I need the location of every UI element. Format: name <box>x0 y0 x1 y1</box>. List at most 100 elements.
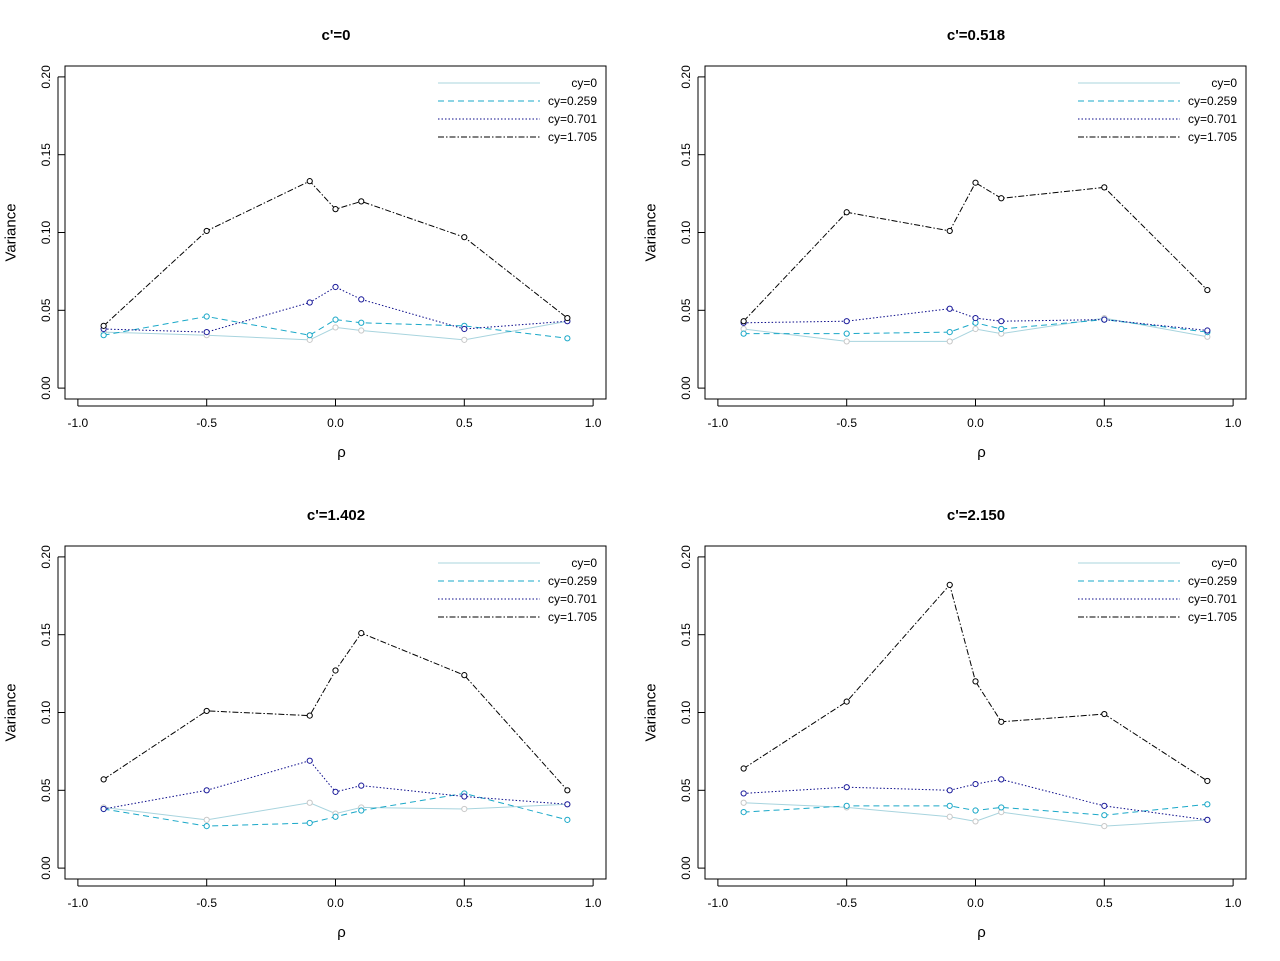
data-point <box>306 178 313 185</box>
data-point <box>946 787 953 794</box>
y-tick-label: 0.15 <box>679 623 693 647</box>
data-point <box>972 314 979 322</box>
series-line-1 <box>103 792 568 827</box>
data-point <box>1204 816 1211 823</box>
y-tick-label: 0.05 <box>39 778 53 802</box>
legend-label: cy=0 <box>571 556 597 570</box>
legend-label: cy=0.701 <box>1188 112 1237 126</box>
legend-label: cy=0.259 <box>1188 94 1237 108</box>
series-line-2 <box>103 760 568 810</box>
data-point <box>203 707 210 715</box>
x-tick-label: 0.5 <box>1096 416 1113 430</box>
y-tick-label: 0.10 <box>679 700 693 724</box>
data-point <box>203 328 210 336</box>
series-line-3 <box>743 181 1208 322</box>
x-tick-label: 0.0 <box>967 896 984 910</box>
series-line-0 <box>103 320 568 341</box>
y-tick-label: 0.05 <box>39 298 53 322</box>
data-point <box>843 698 850 705</box>
y-tick-label: 0.00 <box>39 856 53 880</box>
x-axis-label: ρ <box>337 444 346 461</box>
data-point <box>998 325 1005 333</box>
data-point <box>1204 777 1211 785</box>
y-tick-label: 0.10 <box>39 700 53 724</box>
data-point <box>740 330 747 337</box>
data-point <box>306 757 313 764</box>
x-axis-label: ρ <box>977 444 986 461</box>
x-axis-label: ρ <box>337 924 346 941</box>
y-tick-label: 0.10 <box>679 220 693 244</box>
x-tick-label: -1.0 <box>708 416 729 430</box>
y-tick-label: 0.20 <box>679 65 693 89</box>
x-tick-label: -1.0 <box>708 896 729 910</box>
data-point <box>1204 801 1211 808</box>
x-tick-label: 0.5 <box>1096 896 1113 910</box>
data-point <box>358 807 365 814</box>
data-point <box>998 195 1005 202</box>
x-tick-label: 1.0 <box>585 896 602 910</box>
data-point <box>1204 327 1211 334</box>
y-axis-label: Variance <box>643 203 660 261</box>
plot-frame <box>704 545 1247 880</box>
legend-label: cy=0 <box>1211 556 1237 570</box>
y-tick-label: 0.15 <box>679 143 693 167</box>
y-tick-label: 0.05 <box>679 778 693 802</box>
data-point <box>461 793 468 800</box>
data-point <box>946 328 953 336</box>
x-tick-label: -0.5 <box>196 416 217 430</box>
data-point <box>972 325 979 333</box>
x-tick-label: 0.0 <box>327 416 344 430</box>
data-point <box>1101 316 1108 323</box>
data-point <box>1101 802 1108 809</box>
data-point <box>203 787 210 794</box>
data-point <box>740 318 747 325</box>
data-point <box>332 788 339 795</box>
y-tick-label: 0.20 <box>679 545 693 569</box>
plot-frame <box>64 545 607 880</box>
data-point <box>946 227 953 235</box>
legend-label: cy=1.705 <box>548 130 597 144</box>
data-point <box>740 808 747 816</box>
y-tick-label: 0.00 <box>39 376 53 400</box>
data-point <box>358 319 365 326</box>
data-point <box>1101 184 1108 191</box>
data-point <box>1101 812 1108 819</box>
data-point <box>972 678 979 685</box>
chart-panel-2: c'=0.518 -1.0 -0.5 0.0 0.5 1.0 0.00 0.05 0.10 0.1… <box>643 27 1247 461</box>
data-point <box>1204 286 1211 294</box>
legend-label: cy=0.259 <box>548 94 597 108</box>
data-point <box>203 313 210 320</box>
data-point <box>100 776 107 783</box>
x-tick-label: -1.0 <box>68 896 89 910</box>
data-point <box>1101 710 1108 718</box>
legend-label: cy=0 <box>571 76 597 90</box>
y-tick-label: 0.20 <box>39 65 53 89</box>
data-point <box>946 581 953 589</box>
data-point <box>461 325 468 333</box>
data-point <box>100 805 107 813</box>
data-point <box>843 330 850 337</box>
x-tick-label: -0.5 <box>836 896 857 910</box>
x-tick-label: 0.5 <box>456 896 473 910</box>
x-tick-label: 0.0 <box>327 896 344 910</box>
y-tick-label: 0.00 <box>679 856 693 880</box>
y-axis-label: Variance <box>3 203 20 261</box>
data-point <box>461 805 468 813</box>
data-point <box>461 234 468 241</box>
x-tick-label: 1.0 <box>1225 896 1242 910</box>
x-tick-label: -0.5 <box>196 896 217 910</box>
y-tick-label: 0.00 <box>679 376 693 400</box>
data-point <box>740 765 747 772</box>
chart-panel-1: c'=0 -1.0 -0.5 0.0 0.5 1.0 0.00 0.05 0.10 0.15 0.2… <box>3 27 607 461</box>
x-tick-label: 1.0 <box>585 416 602 430</box>
series-line-3 <box>103 632 568 791</box>
data-point <box>564 314 571 322</box>
data-point <box>564 335 571 342</box>
y-axis-label: Variance <box>643 683 660 741</box>
data-point <box>998 804 1005 811</box>
y-tick-label: 0.15 <box>39 623 53 647</box>
data-point <box>843 209 850 216</box>
data-point <box>946 305 953 312</box>
legend-label: cy=0.259 <box>548 574 597 588</box>
chart-panel-4: c'=2.150 -1.0 -0.5 0.0 0.5 1.0 0.00 0.05 0.10 0.1… <box>643 507 1247 941</box>
